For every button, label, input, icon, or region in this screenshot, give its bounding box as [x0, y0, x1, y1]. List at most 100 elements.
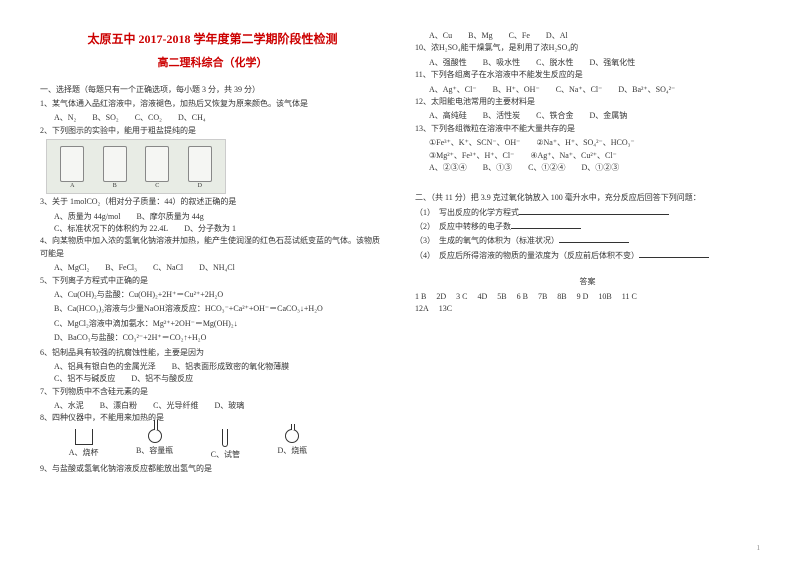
q1-opt-d: D、CH₄ — [178, 112, 206, 124]
q13-opt-d: D、①②③ — [581, 162, 619, 174]
q8-label-b: B、容量瓶 — [136, 445, 173, 457]
blank-fill — [511, 221, 581, 229]
q1-opt-c: C、CO₂ — [135, 112, 162, 124]
q8-diagram-row: A、烧杯 B、容量瓶 C、试管 D、烧瓶 — [50, 429, 326, 461]
q11-opt-a: A、Ag⁺、Cl⁻ — [429, 84, 477, 96]
ans-2: 2D — [436, 291, 446, 303]
q3-opt-c: C、标准状况下的体积约为 22.4L — [54, 223, 168, 235]
q7-opt-d: D、玻璃 — [214, 400, 244, 412]
answers-title: 答案 — [415, 276, 760, 288]
q9-choices: A、Cu B、Mg C、Fe D、Al — [429, 30, 760, 42]
q6-opt-a: A、铝具有银白色的金属光泽 — [54, 361, 156, 373]
q10-choices: A、强酸性 B、吸水性 C、脱水性 D、强氧化性 — [429, 57, 760, 69]
q8-beaker: A、烧杯 — [69, 429, 99, 461]
section1-heading: 一、选择题（每题只有一个正确选项，每小题 3 分，共 39 分） — [40, 84, 385, 96]
ans-4: 4D — [477, 291, 487, 303]
q11-opt-c: C、Na⁺、Cl⁻ — [556, 84, 603, 96]
q4-opt-d: D、NH₄Cl — [199, 262, 235, 274]
q12-choices: A、高纯硅 B、活性炭 C、铁合金 D、金属钠 — [429, 110, 760, 122]
q6-choices-row1: A、铝具有银白色的金属光泽 B、铝表面形成致密的氧化物薄膜 — [54, 361, 385, 373]
q7-opt-c: C、光导纤维 — [153, 400, 198, 412]
q9-stem: 9、与盐酸或氢氧化钠溶液反应都能放出氢气的是 — [40, 463, 385, 475]
q6-opt-c: C、铝不与碱反应 — [54, 373, 115, 385]
q8-label-a: A、烧杯 — [69, 447, 99, 459]
q3-opt-a: A、质量为 44g/mol — [54, 211, 120, 223]
q8-label-c: C、试管 — [211, 449, 240, 461]
q12-stem: 12、太阳能电池常用的主要材料是 — [415, 96, 760, 108]
q13-stem: 13、下列各组微粒在溶液中不能大量共存的是 — [415, 123, 760, 135]
q1-opt-a: A、N₂ — [54, 112, 76, 124]
q1-choices: A、N₂ B、SO₂ C、CO₂ D、CH₄ — [54, 112, 385, 124]
s2-q3: （3） 生成的氧气的体积为（标准状况） — [415, 235, 760, 247]
right-column: A、Cu B、Mg C、Fe D、Al 10、浓H₂SO₄能干燥氯气，是利用了浓… — [415, 30, 760, 478]
q13-opt-b: B、①③ — [483, 162, 512, 174]
q9-opt-c: C、Fe — [509, 30, 530, 42]
q3-choices-row2: C、标准状况下的体积约为 22.4L D、分子数为 1 — [54, 223, 385, 235]
q11-opt-d: D、Ba²⁺、SO₄²⁻ — [618, 84, 675, 96]
ans-5: 5B — [497, 291, 506, 303]
ans-10: 10B — [598, 291, 611, 303]
answers-row: 1 B 2D 3 C 4D 5B 6 B 7B 8B 9 D 10B 11 C — [415, 291, 760, 303]
q13-grp-1: ①Fe³⁺、K⁺、SCN⁻、OH⁻ — [429, 137, 520, 149]
ans-13: 13C — [439, 303, 452, 315]
q2-diagram-d: D — [198, 182, 202, 191]
ans-11: 11 C — [622, 291, 637, 303]
exam-title: 太原五中 2017-2018 学年度第二学期阶段性检测 — [40, 30, 385, 49]
q6-opt-d: D、铝不与酸反应 — [131, 373, 193, 385]
ans-7: 7B — [538, 291, 547, 303]
q11-opt-b: B、H⁺、OH⁻ — [493, 84, 540, 96]
q7-stem: 7、下列物质中不含硅元素的是 — [40, 386, 385, 398]
q5-opt-d: D、BaCO₃与盐酸：CO₃²⁻+2H⁺＝CO₂↑+H₂O — [54, 332, 385, 344]
q8-tube: C、试管 — [211, 429, 240, 461]
q4-opt-b: B、FeCl₃ — [105, 262, 137, 274]
q10-stem: 10、浓H₂SO₄能干燥氯气，是利用了浓H₂SO₄的 — [415, 42, 760, 54]
ans-9: 9 D — [577, 291, 589, 303]
s2-q2: （2） 反应中转移的电子数 — [415, 221, 760, 233]
q12-opt-d: D、金属钠 — [589, 110, 627, 122]
q12-opt-c: C、铁合金 — [536, 110, 573, 122]
q5-stem: 5、下列离子方程式中正确的是 — [40, 275, 385, 287]
q9-opt-d: D、Al — [546, 30, 568, 42]
q2-diagram-c: C — [155, 182, 159, 191]
q10-opt-b: B、吸水性 — [483, 57, 520, 69]
q13-grp-2: ②Na⁺、H⁺、SO₄²⁻、HCO₃⁻ — [536, 137, 634, 149]
s2-q4: （4） 反应后所得溶液的物质的量浓度为（反应前后体积不变） — [415, 250, 760, 262]
blank-fill — [519, 207, 669, 215]
q10-opt-c: C、脱水性 — [536, 57, 573, 69]
q3-choices-row1: A、质量为 44g/mol B、摩尔质量为 44g — [54, 211, 385, 223]
blank-fill — [559, 235, 629, 243]
q1-stem: 1、某气体通入品红溶液中，溶液褪色，加热后又恢复为原来颜色。该气体是 — [40, 98, 385, 110]
q8-volflask: B、容量瓶 — [136, 429, 173, 461]
q13-opt-c: C、①②④ — [528, 162, 565, 174]
ans-12: 12A — [415, 303, 429, 315]
q2-diagram-b: B — [113, 182, 117, 191]
section2-heading: 二、（共 11 分）把 3.9 克过氧化钠放入 100 毫升水中，充分反应后回答… — [415, 192, 760, 204]
q2-stem: 2、下列图示的实验中，能用于粗盐提纯的是 — [40, 125, 385, 137]
q10-opt-d: D、强氧化性 — [589, 57, 635, 69]
q9-opt-b: B、Mg — [468, 30, 492, 42]
ans-1: 1 B — [415, 291, 426, 303]
q7-opt-a: A、水泥 — [54, 400, 84, 412]
q13-grp-4: ④Ag⁺、Na⁺、Cu²⁺、Cl⁻ — [530, 150, 616, 162]
ans-3: 3 C — [456, 291, 467, 303]
answers-row-2: 12A 13C — [415, 303, 760, 315]
q1-opt-b: B、SO₂ — [92, 112, 118, 124]
q13-choices: A、②③④ B、①③ C、①②④ D、①②③ — [429, 162, 760, 174]
q11-choices: A、Ag⁺、Cl⁻ B、H⁺、OH⁻ C、Na⁺、Cl⁻ D、Ba²⁺、SO₄²… — [429, 84, 760, 96]
ans-8: 8B — [557, 291, 566, 303]
q4-opt-c: C、NaCl — [153, 262, 183, 274]
q3-opt-d: D、分子数为 1 — [184, 223, 236, 235]
exam-subtitle: 高二理科综合（化学） — [40, 55, 385, 72]
q4-opt-a: A、MgCl₂ — [54, 262, 89, 274]
q4-choices: A、MgCl₂ B、FeCl₃ C、NaCl D、NH₄Cl — [54, 262, 385, 274]
q2-diagram: A B C D — [46, 139, 226, 194]
q7-opt-b: B、漂白粉 — [100, 400, 137, 412]
q6-choices-row2: C、铝不与碱反应 D、铝不与酸反应 — [54, 373, 385, 385]
q7-choices: A、水泥 B、漂白粉 C、光导纤维 D、玻璃 — [54, 400, 385, 412]
q8-roundflask: D、烧瓶 — [278, 429, 308, 461]
page-number: 1 — [757, 544, 761, 552]
q3-opt-b: B、摩尔质量为 44g — [136, 211, 203, 223]
q2-diagram-a: A — [70, 182, 74, 191]
q5-opt-c: C、MgCl₂溶液中滴加氨水：Mg²⁺+2OH⁻＝Mg(OH)₂↓ — [54, 318, 385, 330]
q6-stem: 6、铝制品具有较强的抗腐蚀性能，主要是因为 — [40, 347, 385, 359]
